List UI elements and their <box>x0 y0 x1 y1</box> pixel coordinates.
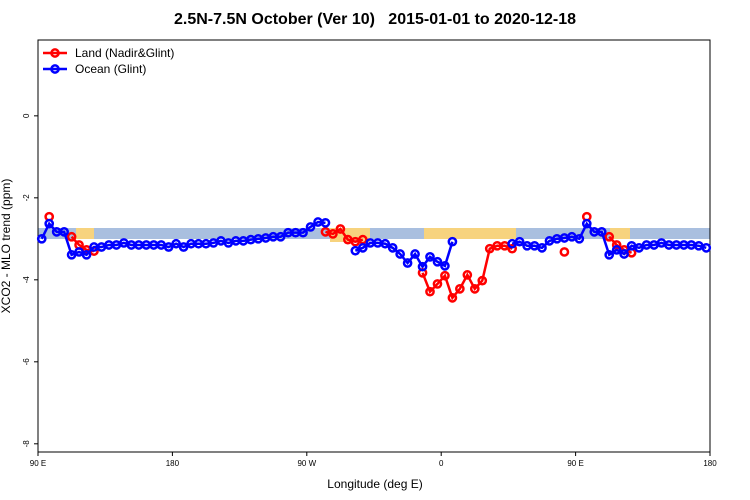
point <box>514 236 525 247</box>
point <box>59 227 69 237</box>
point <box>581 218 592 229</box>
legend-marker <box>50 64 60 74</box>
point <box>507 238 517 249</box>
point <box>462 270 473 280</box>
point <box>559 247 570 257</box>
point <box>619 249 629 259</box>
point <box>604 231 615 242</box>
point <box>447 293 458 303</box>
point <box>432 279 443 289</box>
point <box>440 261 450 271</box>
point <box>477 275 488 286</box>
legend-label: Ocean (Glint) <box>75 62 146 76</box>
point <box>611 245 622 255</box>
point <box>410 249 420 259</box>
point <box>596 227 607 237</box>
point <box>425 252 435 262</box>
x-tick-label: 90 E <box>567 459 583 468</box>
y-tick-label: -6 <box>22 358 31 366</box>
point <box>537 242 547 253</box>
x-tick-label: 180 <box>166 459 180 468</box>
point <box>395 249 405 259</box>
point <box>507 243 517 254</box>
x-tick-label: 90 E <box>30 459 46 468</box>
x-tick-label: 180 <box>703 459 717 468</box>
point <box>417 261 428 272</box>
point <box>604 249 615 260</box>
x-tick-label: 90 W <box>297 459 316 468</box>
y-axis-label: XCO2 - MLO trend (ppm) <box>0 179 13 314</box>
point <box>469 283 480 294</box>
point <box>357 242 368 253</box>
point <box>171 238 181 249</box>
point <box>455 283 465 294</box>
point <box>335 224 346 234</box>
legend-marker <box>50 48 60 58</box>
point <box>387 242 398 253</box>
point <box>81 249 92 260</box>
point <box>320 217 331 228</box>
point <box>701 242 712 253</box>
point <box>402 258 413 268</box>
y-tick-label: -8 <box>22 440 31 448</box>
point <box>440 270 450 281</box>
y-tick-label: -2 <box>22 194 31 202</box>
point <box>328 229 338 239</box>
legend-label: Land (Nadir&Glint) <box>75 46 174 60</box>
point <box>425 286 435 297</box>
point <box>432 256 443 267</box>
point <box>36 233 47 244</box>
point <box>178 242 189 252</box>
point <box>163 242 174 252</box>
point <box>275 231 286 242</box>
x-tick-label: 0 <box>439 459 444 468</box>
point <box>574 233 585 244</box>
point <box>380 238 391 249</box>
chart-title: 2.5N-7.5N October (Ver 10) 2015-01-01 to… <box>174 11 576 28</box>
y-tick-label: 0 <box>22 113 31 118</box>
point <box>298 227 308 238</box>
y-tick-label: -4 <box>22 276 31 284</box>
point <box>447 236 458 247</box>
x-axis-label: Longitude (deg E) <box>327 477 422 491</box>
point <box>305 222 316 232</box>
point <box>44 218 55 229</box>
point <box>66 231 77 242</box>
